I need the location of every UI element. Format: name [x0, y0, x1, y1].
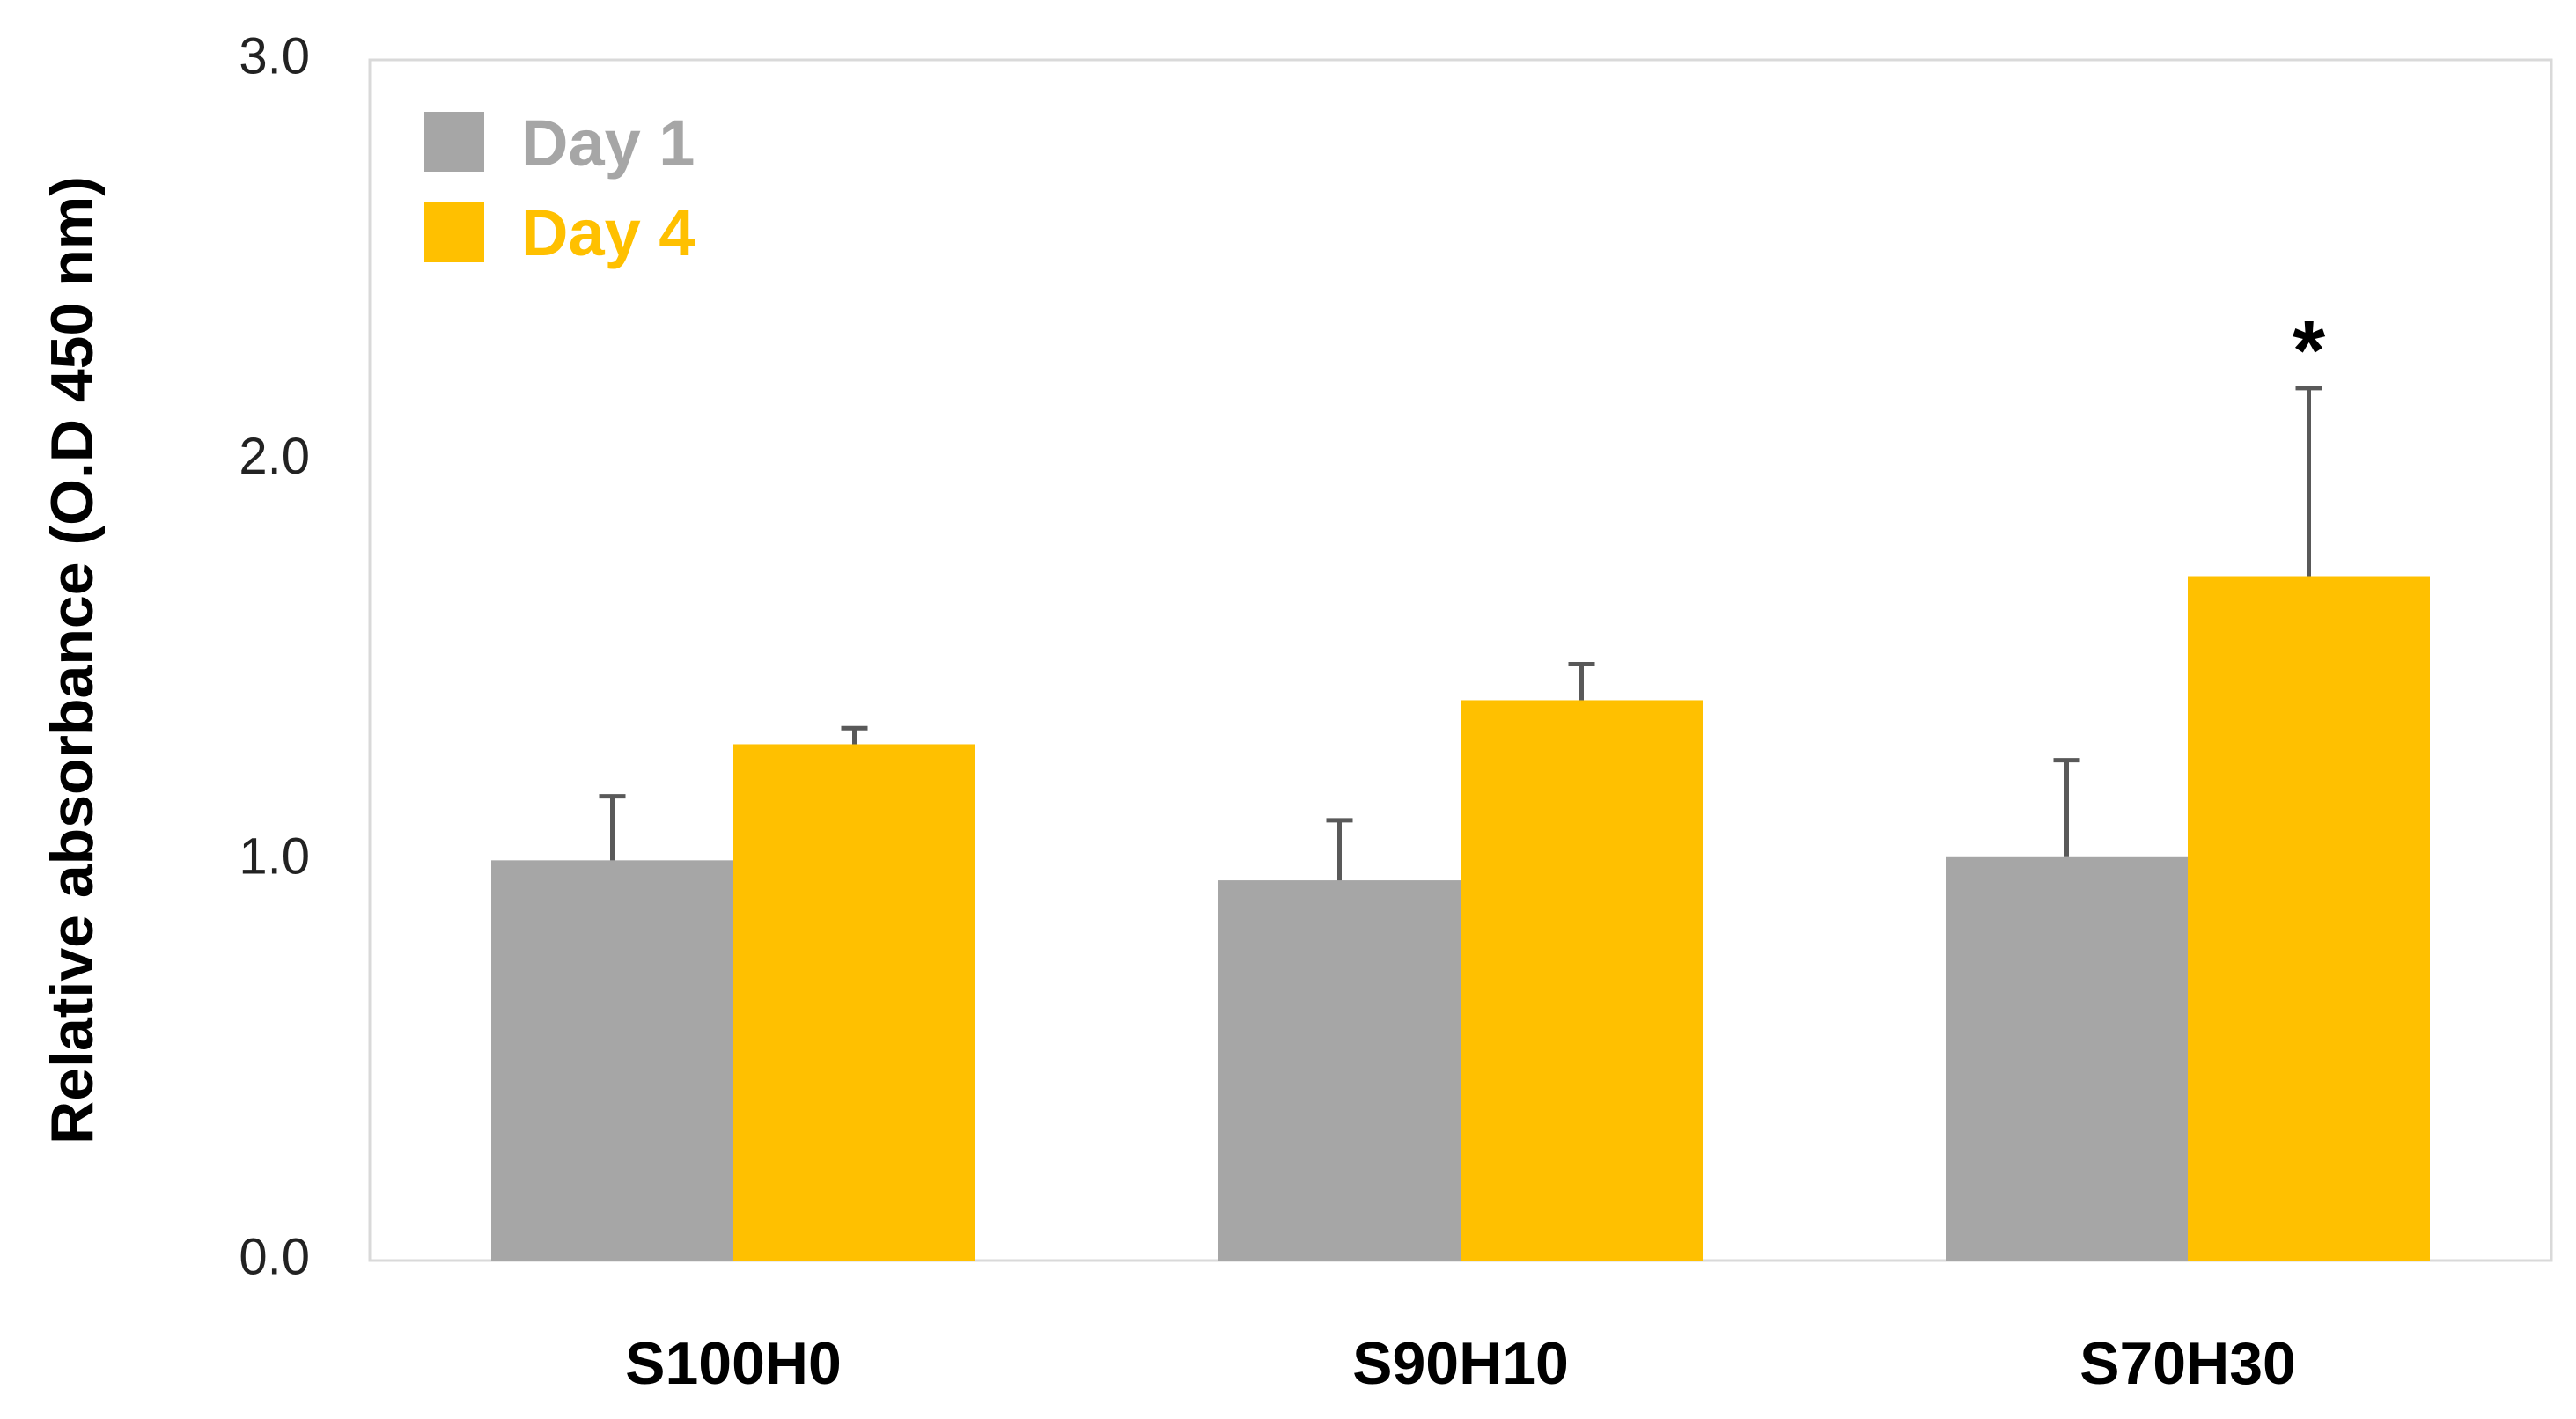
- category-label-s90h10: S90H10: [1352, 1330, 1569, 1397]
- category-label-s100h0: S100H0: [625, 1330, 842, 1397]
- y-axis-title: Relative absorbance (O.D 450 nm): [39, 176, 106, 1144]
- significance-asterisk: *: [2293, 304, 2326, 398]
- y-tick-label-1: 1.0: [239, 828, 310, 886]
- bar-day-4-s70h30: [2188, 576, 2430, 1261]
- bar-day-4-s100h0: [733, 744, 975, 1261]
- y-tick-label-2: 2.0: [239, 428, 310, 485]
- category-label-s70h30: S70H30: [2079, 1330, 2296, 1397]
- bar-day-1-s90h10: [1218, 880, 1461, 1261]
- y-tick-label-0: 0.0: [239, 1228, 310, 1285]
- bars-layer: [491, 576, 2430, 1261]
- bar-day-1-s100h0: [491, 860, 733, 1261]
- legend-swatch-day-4: [424, 202, 484, 262]
- bar-day-4-s90h10: [1461, 700, 1703, 1261]
- legend-label-day-4: Day 4: [521, 196, 695, 269]
- y-tick-label-3: 3.0: [239, 27, 310, 85]
- legend-label-day-1: Day 1: [521, 107, 695, 180]
- bar-day-1-s70h30: [1946, 856, 2188, 1261]
- error-bars-layer: [599, 386, 2322, 881]
- legend-swatch-day-1: [424, 112, 484, 172]
